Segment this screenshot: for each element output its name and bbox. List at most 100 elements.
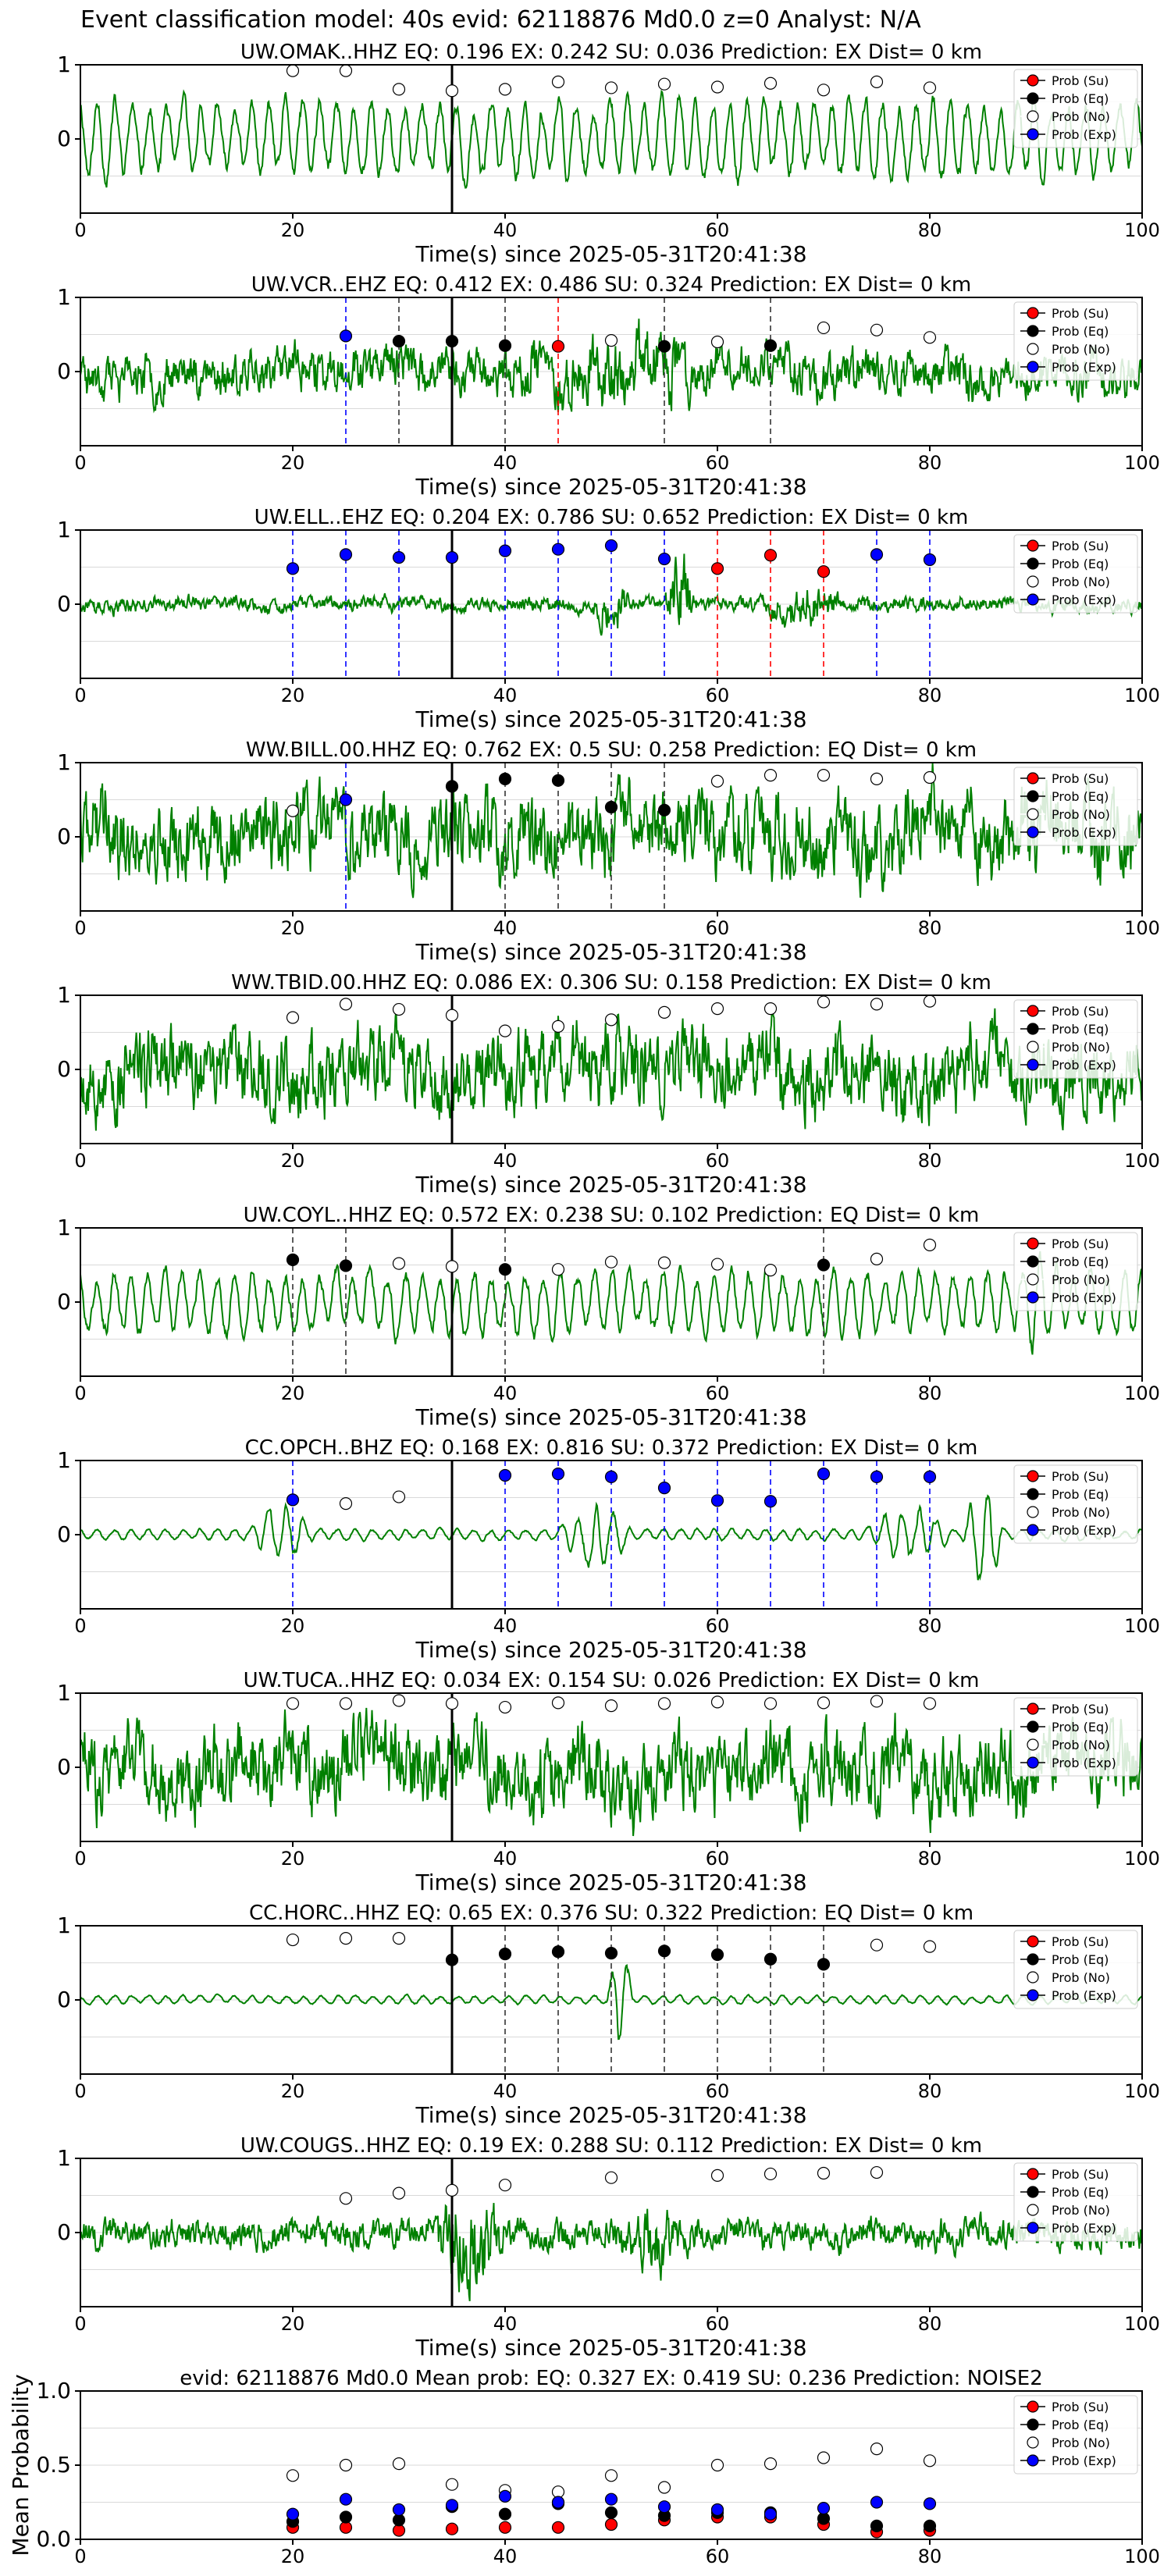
chart-title: CC.OPCH..BHZ EQ: 0.168 EX: 0.816 SU: 0.3… bbox=[245, 1436, 978, 1460]
mean-prob-marker-exp bbox=[392, 2503, 406, 2517]
x-axis-label: Time(s) since 2025-05-31T20:41:38 bbox=[415, 939, 806, 965]
waveform-trace bbox=[80, 1007, 1142, 1131]
y-tick-label: 0.5 bbox=[36, 2452, 71, 2478]
legend-box bbox=[1013, 1464, 1138, 1544]
legend-marker-eq bbox=[1027, 1023, 1039, 1035]
prob-marker-no bbox=[657, 1256, 671, 1269]
x-axis-label: Time(s) since 2025-05-31T20:41:38 bbox=[415, 474, 806, 500]
legend-label: Prob (Su) bbox=[1052, 1004, 1109, 1019]
legend-marker-exp bbox=[1027, 826, 1039, 838]
legend-label: Prob (Su) bbox=[1052, 539, 1109, 553]
legend-marker-eq bbox=[1027, 1720, 1039, 1733]
y-tick-label: 1 bbox=[57, 749, 71, 775]
x-tick-label: 0 bbox=[74, 2546, 86, 2567]
prob-marker-eq bbox=[657, 1944, 671, 1958]
prob-marker-no bbox=[923, 1940, 937, 1953]
prob-marker-exp bbox=[710, 1494, 724, 1507]
mean-prob-marker-no bbox=[763, 2457, 778, 2471]
legend: Prob (Su) Prob (Eq) Prob (No) Prob (Exp) bbox=[1013, 534, 1138, 614]
prob-marker-eq bbox=[604, 800, 618, 814]
legend-marker-exp bbox=[1027, 1059, 1039, 1071]
x-tick-label: 0 bbox=[74, 1150, 86, 1172]
prob-marker-no bbox=[817, 995, 831, 1009]
y-tick-label: 1 bbox=[57, 1912, 71, 1938]
x-tick-label: 100 bbox=[1124, 1382, 1160, 1404]
y-tick-label: 0 bbox=[57, 591, 71, 617]
legend-marker-no bbox=[1027, 2204, 1039, 2216]
x-tick-label: 100 bbox=[1124, 2313, 1160, 2335]
legend-label: Prob (No) bbox=[1052, 575, 1110, 589]
prob-marker-no bbox=[551, 1019, 565, 1034]
mean-prob-marker-su bbox=[604, 2517, 618, 2532]
legend-marker-su bbox=[1027, 1470, 1039, 1482]
legend-marker-eq bbox=[1027, 325, 1039, 337]
x-tick-label: 100 bbox=[1124, 219, 1160, 241]
legend-label: Prob (Exp) bbox=[1052, 592, 1116, 607]
legend-label: Prob (Eq) bbox=[1052, 1487, 1109, 1502]
prob-marker-no bbox=[763, 76, 778, 90]
x-tick-label: 80 bbox=[918, 2546, 942, 2567]
prob-marker-no bbox=[445, 2183, 459, 2197]
mean-prob-marker-eq bbox=[498, 2507, 512, 2521]
prob-marker-no bbox=[870, 75, 884, 88]
legend-label: Prob (No) bbox=[1052, 1040, 1110, 1055]
legend-marker-no bbox=[1027, 808, 1039, 820]
x-tick-label: 100 bbox=[1124, 1848, 1160, 1870]
chart-title: UW.ELL..EHZ EQ: 0.204 EX: 0.786 SU: 0.65… bbox=[254, 506, 969, 529]
prob-marker-no bbox=[392, 1002, 406, 1016]
legend-marker-exp bbox=[1027, 1524, 1039, 1536]
prob-marker-exp bbox=[657, 1482, 671, 1495]
legend-marker-no bbox=[1027, 1506, 1039, 1518]
x-tick-label: 20 bbox=[281, 2546, 305, 2567]
prob-marker-no bbox=[710, 774, 724, 788]
prob-marker-no bbox=[923, 81, 937, 94]
prob-marker-no bbox=[604, 81, 618, 94]
legend-marker-eq bbox=[1027, 790, 1039, 802]
legend-marker-no bbox=[1027, 110, 1039, 123]
waveform-trace bbox=[80, 89, 1142, 189]
mean-prob-marker-no bbox=[710, 2458, 724, 2472]
legend-marker-eq bbox=[1027, 2418, 1039, 2431]
prob-marker-exp bbox=[286, 1493, 300, 1507]
chart-panel-3: UW.ELL..EHZ EQ: 0.204 EX: 0.786 SU: 0.65… bbox=[57, 506, 1160, 732]
x-tick-label: 80 bbox=[918, 685, 942, 706]
legend-marker-eq bbox=[1027, 1488, 1039, 1500]
prob-marker-no bbox=[286, 1933, 300, 1947]
prob-marker-eq bbox=[445, 334, 459, 348]
mean-prob-marker-su bbox=[445, 2522, 459, 2535]
prob-marker-no bbox=[392, 83, 406, 96]
mean-prob-marker-exp bbox=[923, 2497, 937, 2510]
legend-label: Prob (Exp) bbox=[1052, 360, 1116, 375]
x-tick-label: 60 bbox=[706, 2546, 730, 2567]
prob-marker-eq bbox=[392, 334, 406, 348]
legend: Prob (Su) Prob (Eq) Prob (No) Prob (Exp) bbox=[1013, 1930, 1138, 2009]
x-tick-label: 0 bbox=[74, 685, 86, 706]
mean-prob-marker-no bbox=[339, 2458, 353, 2472]
x-tick-label: 80 bbox=[918, 1150, 942, 1172]
prob-marker-exp bbox=[286, 562, 300, 575]
legend-label: Prob (Eq) bbox=[1052, 1720, 1109, 1735]
legend-marker-eq bbox=[1027, 92, 1039, 105]
mean-prob-marker-eq bbox=[870, 2519, 884, 2532]
mean-prob-marker-exp bbox=[339, 2492, 353, 2506]
prob-marker-no bbox=[817, 2166, 831, 2180]
prob-marker-exp bbox=[392, 551, 406, 564]
prob-marker-eq bbox=[551, 1945, 565, 1959]
prob-marker-eq bbox=[817, 1258, 831, 1272]
y-tick-label: 1 bbox=[57, 2145, 71, 2171]
prob-marker-no bbox=[604, 1699, 618, 1713]
prob-marker-eq bbox=[498, 339, 512, 352]
prob-marker-exp bbox=[339, 793, 353, 806]
legend-marker-no bbox=[1027, 1738, 1039, 1751]
x-axis-label: Time(s) since 2025-05-31T20:41:38 bbox=[415, 1404, 806, 1430]
x-tick-label: 80 bbox=[918, 219, 942, 241]
prob-marker-no bbox=[923, 770, 937, 785]
x-tick-label: 20 bbox=[281, 219, 305, 241]
chart-panel-10: UW.COUGS..HHZ EQ: 0.19 EX: 0.288 SU: 0.1… bbox=[57, 2134, 1160, 2361]
chart-panel-2: UW.VCR..EHZ EQ: 0.412 EX: 0.486 SU: 0.32… bbox=[57, 273, 1160, 500]
mean-prob-marker-no bbox=[604, 2469, 618, 2482]
prob-marker-no bbox=[710, 2169, 724, 2182]
legend-label: Prob (Su) bbox=[1052, 1236, 1109, 1251]
mean-prob-marker-no bbox=[870, 2443, 884, 2456]
legend-marker-su bbox=[1027, 2400, 1039, 2413]
